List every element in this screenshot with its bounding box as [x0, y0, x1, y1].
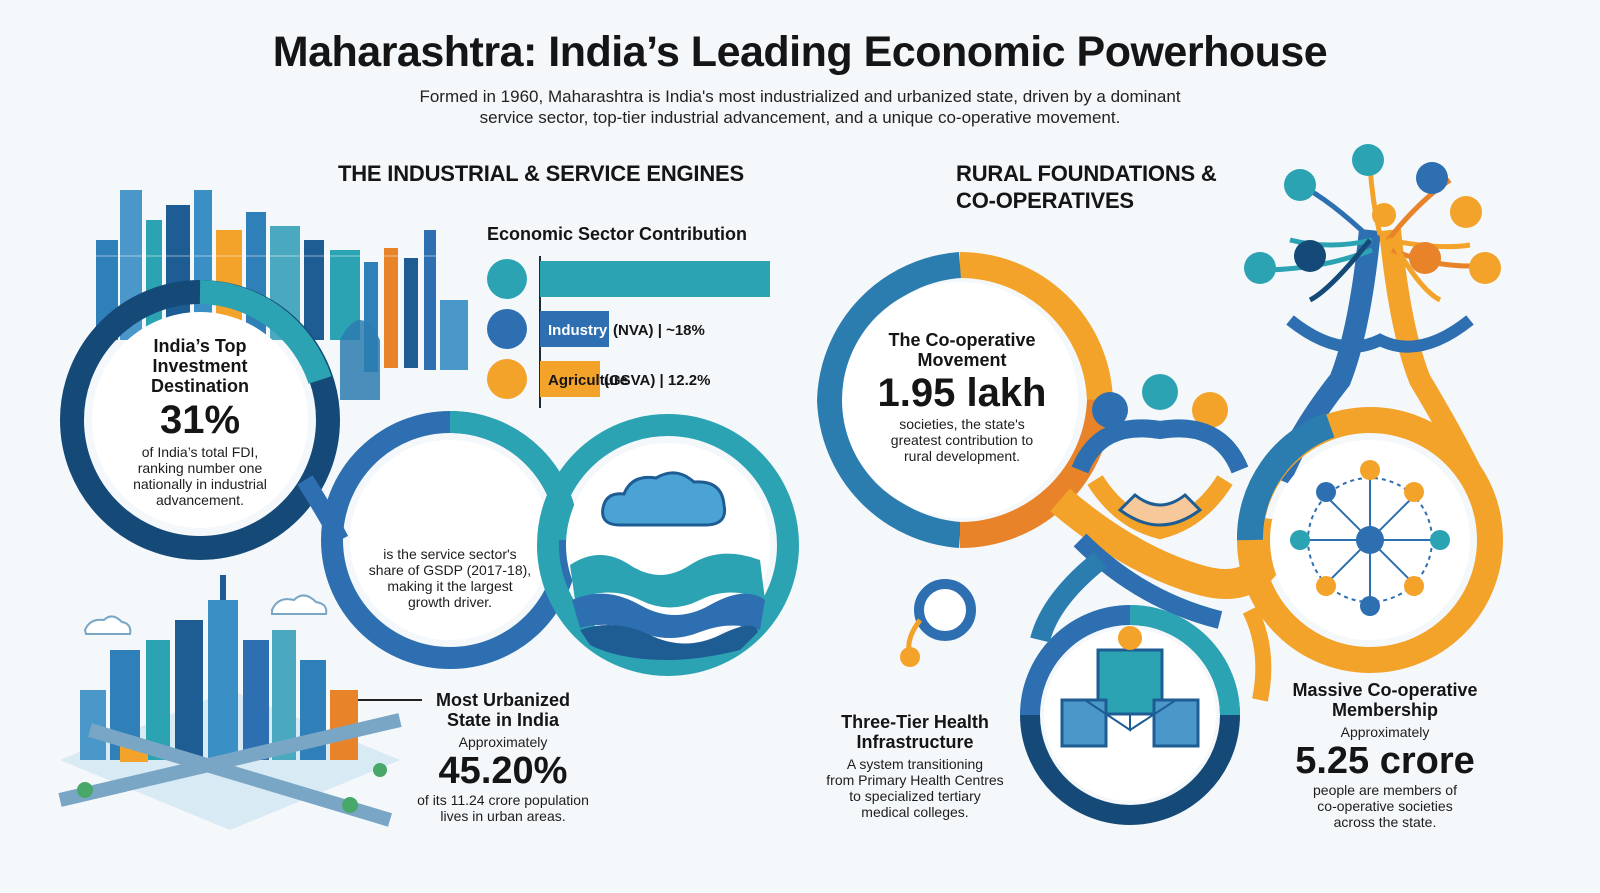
health-card: Three-Tier Health Infrastructure A syste… [810, 712, 1020, 820]
cooperative-value: 1.95 lakh [877, 371, 1047, 415]
wheat-icon [487, 359, 527, 399]
tractor-icon [1372, 203, 1396, 227]
right-heading-line: RURAL FOUNDATIONS & [956, 161, 1217, 186]
chart-svg: Industry (NVA) | ~18% Agriculture(GSVA) | … [487, 259, 770, 399]
cloud-icon [487, 259, 527, 299]
health-desc-line: A system transitioning [846, 756, 984, 772]
urban-title-line: Most Urbanized [435, 690, 570, 710]
urban-approx: Approximately [458, 734, 548, 750]
investment-desc-line: nationally in industrial [133, 476, 267, 492]
service-desc-line: growth driver. [407, 594, 493, 610]
investment-title-line: India’s Top [153, 336, 247, 356]
health-title-line: Three-Tier Health [841, 712, 989, 732]
investment-description: of India’s total FDI, ranking number one… [110, 444, 290, 508]
urban-city-illustration [58, 575, 422, 830]
chart-bar-label: Agriculture [548, 372, 628, 389]
urban-title: Most Urbanized State in India [398, 690, 608, 730]
person-icon [1416, 162, 1448, 194]
membership-desc-line: co-operative societies [1317, 798, 1453, 814]
subtitle-line: Formed in 1960, Maharashtra is India's m… [419, 87, 1181, 106]
chart-bar-label: Industry [548, 322, 608, 339]
membership-card: Massive Co-operative Membership Approxim… [1270, 680, 1500, 830]
investment-desc-line: ranking number one [137, 460, 263, 476]
cooperative-title-line: Movement [917, 350, 1007, 370]
service-desc-line: share of GSDP (2017-18), [368, 562, 532, 578]
urban-desc-line: of its 11.24 crore population [417, 792, 589, 808]
cooperative-description: societies, the state's greatest contribu… [862, 416, 1062, 464]
person-icon [1450, 196, 1482, 228]
health-desc-line: medical colleges. [861, 804, 969, 820]
chart-bar [540, 311, 609, 347]
membership-description: people are members of co-operative socie… [1270, 782, 1500, 830]
chart-bar [540, 361, 600, 397]
person-icon [1469, 252, 1501, 284]
factory-icon [487, 309, 527, 349]
person-icon [1284, 169, 1316, 201]
right-heading-line: CO-OPERATIVES [956, 188, 1134, 213]
right-section-heading: RURAL FOUNDATIONS & CO-OPERATIVES [956, 160, 1217, 214]
membership-title-line: Membership [1331, 700, 1439, 720]
handshake-icon [1244, 252, 1276, 284]
building-icon [1294, 240, 1326, 272]
urban-description: of its 11.24 crore population lives in u… [398, 792, 608, 824]
health-description: A system transitioning from Primary Heal… [810, 756, 1020, 820]
service-desc-line: is the service sector's [383, 546, 517, 562]
investment-desc-line: of India’s total FDI, [141, 444, 259, 460]
urban-value: 45.20% [438, 750, 568, 792]
left-circle-chain [60, 280, 799, 676]
people-network-icons [1290, 460, 1450, 616]
chart-value-label: (GSVA) | 12.2% [604, 372, 710, 389]
chart-bar [540, 261, 770, 297]
service-description: is the service sector's share of GSDP (2… [355, 546, 545, 610]
cooperative-desc-line: societies, the state's [899, 416, 1025, 432]
urban-title-line: State in India [446, 710, 560, 730]
membership-desc-line: across the state. [1333, 814, 1437, 830]
cooperative-card: The Co-operative Movement 1.95 lakh soci… [862, 330, 1062, 464]
investment-desc-line: advancement. [156, 492, 244, 508]
page-subtitle: Formed in 1960, Maharashtra is India's m… [330, 86, 1270, 128]
investment-title-line: Investment [152, 356, 248, 376]
chart-value-label: (NVA) | ~18% [613, 322, 705, 339]
cloud-icon [601, 471, 727, 527]
subtitle-line: service sector, top-tier industrial adva… [479, 108, 1121, 127]
waves-illustration [570, 553, 765, 660]
chart-title: Economic Sector Contribution [487, 224, 748, 244]
cooperative-desc-line: greatest contribution to [890, 432, 1034, 448]
membership-approx: Approximately [1340, 724, 1430, 740]
people-icon [1409, 242, 1441, 274]
service-desc-line: making it the largest [387, 578, 513, 594]
cooperative-title: The Co-operative Movement [862, 330, 1062, 370]
page-title: Maharashtra: India’s Leading Economic Po… [272, 28, 1328, 76]
sector-bar-chart: Industry (NVA) | ~18% Agriculture (GSVA) | … [486, 258, 786, 408]
hospital-icon [1060, 626, 1200, 748]
membership-value: 5.25 crore [1295, 740, 1475, 782]
health-title-line: Infrastructure [856, 732, 974, 752]
urban-card: Most Urbanized State in India Approximat… [398, 690, 608, 824]
urban-desc-line: lives in urban areas. [440, 808, 566, 824]
membership-title: Massive Co-operative Membership [1270, 680, 1500, 720]
membership-desc-line: people are members of [1313, 782, 1457, 798]
investment-title: India’s Top Investment Destination [110, 336, 290, 396]
investment-title-line: Destination [150, 376, 249, 396]
cooperative-desc-line: rural development. [904, 448, 1020, 464]
membership-title-line: Massive Co-operative [1292, 680, 1478, 700]
left-section-heading: THE INDUSTRIAL & SERVICE ENGINES [338, 161, 744, 186]
health-title: Three-Tier Health Infrastructure [810, 712, 1020, 752]
health-desc-line: from Primary Health Centres [826, 772, 1004, 788]
cooperative-title-line: The Co-operative [888, 330, 1036, 350]
investment-value: 31% [159, 398, 241, 442]
person-icon [1352, 144, 1384, 176]
investment-card: India’s Top Investment Destination 31% o… [110, 336, 290, 508]
handshake-icon [1071, 374, 1249, 540]
right-circle-chain [816, 144, 1503, 825]
health-desc-line: to specialized tertiary [849, 788, 981, 804]
